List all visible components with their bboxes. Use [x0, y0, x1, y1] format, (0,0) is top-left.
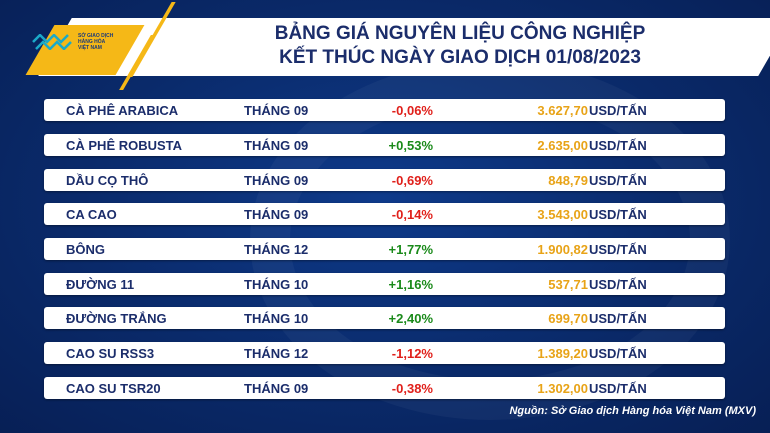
contract-month: THÁNG 09	[244, 207, 309, 222]
price: 699,70	[548, 311, 588, 326]
commodity-name: ĐƯỜNG TRẮNG	[66, 311, 167, 326]
unit: USD/TẤN	[589, 277, 647, 292]
commodity-name: CA CAO	[66, 207, 117, 222]
change-percent: -0,14%	[391, 207, 433, 222]
commodity-name: BÔNG	[66, 242, 105, 257]
title-line-1: BẢNG GIÁ NGUYÊN LIỆU CÔNG NGHIỆP	[274, 23, 646, 44]
change-percent: +0,53%	[388, 138, 433, 153]
change-percent: +2,40%	[388, 311, 433, 326]
logo-text: HÀNG HÓA	[78, 39, 106, 45]
unit: USD/TẤN	[589, 381, 647, 396]
logo-text: SỞ GIAO DỊCH	[78, 33, 114, 39]
change-percent: +1,16%	[388, 277, 433, 292]
contract-month: THÁNG 09	[244, 173, 309, 188]
contract-month: THÁNG 12	[244, 346, 309, 361]
unit: USD/TẤN	[589, 242, 647, 257]
price: 1.302,00	[537, 381, 588, 396]
unit: USD/TẤN	[589, 207, 647, 222]
unit: USD/TẤN	[589, 103, 647, 118]
price: 2.635,00	[537, 138, 588, 153]
change-percent: -0,69%	[391, 173, 433, 188]
change-percent: -0,06%	[391, 103, 433, 118]
commodity-name: CÀ PHÊ ROBUSTA	[66, 138, 183, 153]
unit: USD/TẤN	[589, 311, 647, 326]
change-percent: -0,38%	[391, 381, 433, 396]
unit: USD/TẤN	[589, 346, 647, 361]
price: 537,71	[548, 277, 588, 292]
page-title: BẢNG GIÁ NGUYÊN LIỆU CÔNG NGHIỆP KẾT THÚC…	[200, 22, 720, 70]
logo-text: VIỆT NAM	[78, 45, 102, 51]
commodity-name: CAO SU RSS3	[66, 346, 155, 361]
price: 3.627,70	[537, 103, 588, 118]
contract-month: THÁNG 12	[244, 242, 309, 257]
table-row: ĐƯỜNG 11 THÁNG 10 +1,16% 537,71 USD/TẤN	[44, 273, 725, 295]
logo-mark-icon	[32, 34, 72, 50]
table-row: BÔNG THÁNG 12 +1,77% 1.900,82 USD/TẤN	[44, 238, 725, 260]
contract-month: THÁNG 10	[244, 311, 309, 326]
table-row: CAO SU RSS3 THÁNG 12 -1,12% 1.389,20 USD/TẤN	[44, 342, 725, 364]
price: 1.389,20	[537, 346, 588, 361]
commodity-name: CAO SU TSR20	[66, 381, 161, 396]
table-row: CAO SU TSR20 THÁNG 09 -0,38% 1.302,00 USD/TẤ…	[44, 377, 725, 399]
change-percent: +1,77%	[388, 242, 433, 257]
table-row: CÀ PHÊ ROBUSTA THÁNG 09 +0,53% 2.635,00 USD/…	[44, 134, 725, 156]
logo: SỞ GIAO DỊCH HÀNG HÓA VIỆT NAM	[32, 33, 118, 51]
contract-month: THÁNG 09	[244, 138, 309, 153]
contract-month: THÁNG 10	[244, 277, 309, 292]
contract-month: THÁNG 09	[244, 381, 309, 396]
price: 848,79	[548, 173, 588, 188]
table-row: CÀ PHÊ ARABICA THÁNG 09 -0,06% 3.627,70 USD/…	[44, 99, 725, 121]
commodity-name: DẦU CỌ THÔ	[66, 173, 149, 188]
price: 1.900,82	[537, 242, 588, 257]
contract-month: THÁNG 09	[244, 103, 309, 118]
commodity-name: ĐƯỜNG 11	[66, 277, 135, 292]
change-percent: -1,12%	[391, 346, 433, 361]
source-note: Nguồn: Sở Giao dịch Hàng hóa Việt Nam (M…	[509, 405, 756, 417]
table-row: DẦU CỌ THÔ THÁNG 09 -0,69% 848,79 USD/TẤN	[44, 169, 725, 191]
unit: USD/TẤN	[589, 173, 647, 188]
unit: USD/TẤN	[589, 138, 647, 153]
price: 3.543,00	[537, 207, 588, 222]
title-line-2: KẾT THÚC NGÀY GIAO DỊCH 01/08/2023	[279, 47, 641, 68]
commodity-name: CÀ PHÊ ARABICA	[66, 103, 179, 118]
table-row: ĐƯỜNG TRẮNG THÁNG 10 +2,40% 699,70 USD/TẤN	[44, 307, 725, 329]
table-row: CA CAO THÁNG 09 -0,14% 3.543,00 USD/TẤN	[44, 203, 725, 225]
